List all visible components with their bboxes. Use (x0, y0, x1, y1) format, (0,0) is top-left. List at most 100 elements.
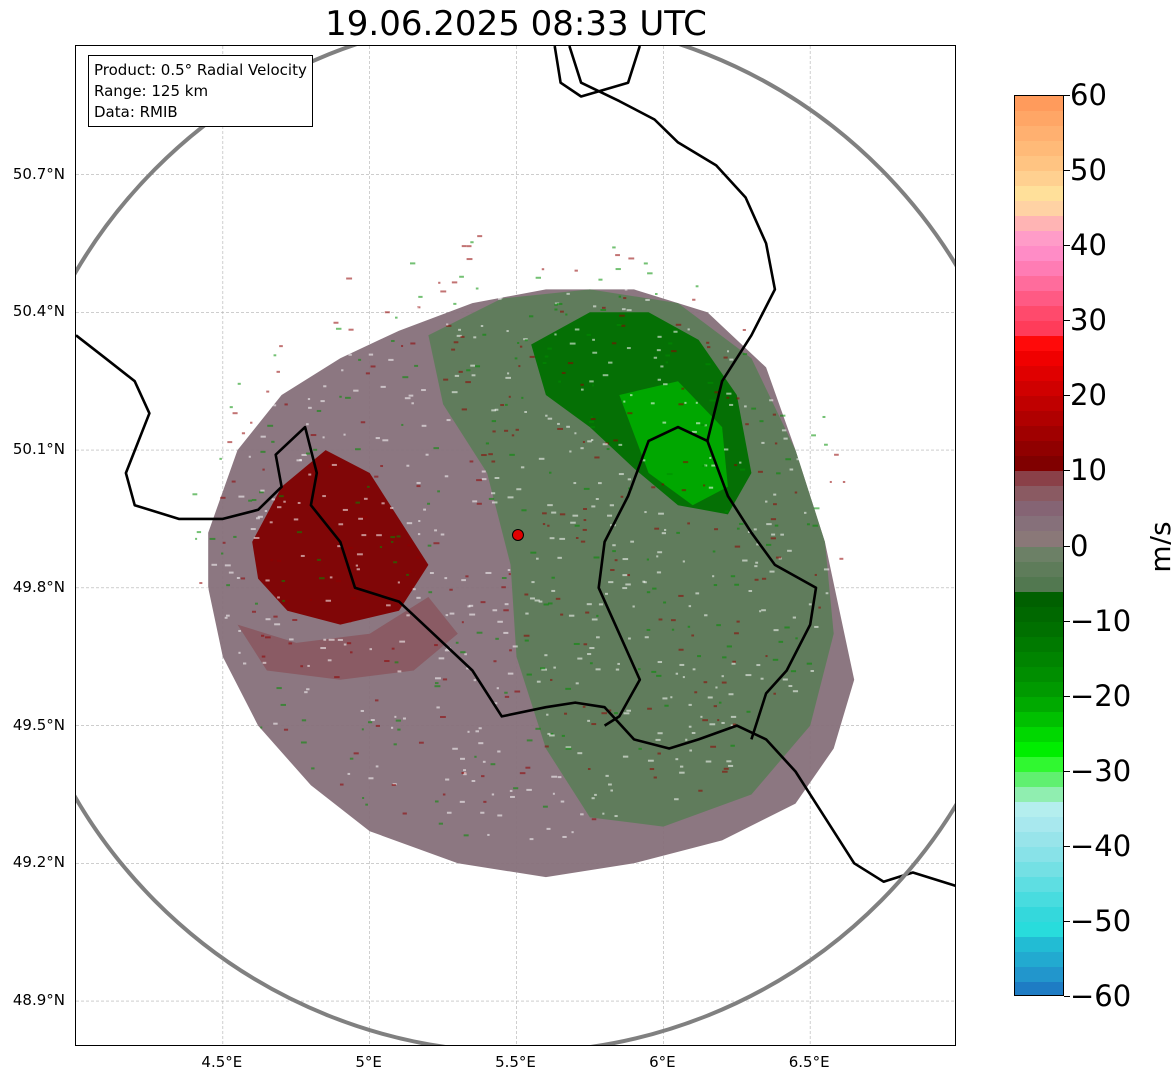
echo-speckle (626, 709, 632, 712)
echo-speckle (541, 668, 547, 671)
echo-speckle (726, 645, 732, 648)
echo-speckle (475, 730, 480, 733)
echo-speckle (552, 792, 555, 795)
echo-speckle (734, 632, 739, 635)
echo-speckle (236, 576, 240, 579)
echo-speckle (509, 453, 515, 456)
radar-map-panel[interactable] (75, 45, 956, 1046)
echo-speckle (617, 662, 620, 665)
echo-speckle (308, 473, 312, 476)
echo-speckle (789, 409, 793, 412)
echo-speckle (754, 578, 759, 581)
echo-speckle (498, 296, 503, 299)
colorbar-band (1015, 786, 1063, 803)
echo-speckle (553, 666, 556, 669)
echo-speckle (224, 564, 231, 567)
echo-speckle (487, 833, 490, 836)
echo-speckle (681, 489, 687, 492)
echo-speckle (346, 277, 353, 280)
echo-speckle (650, 402, 655, 405)
colorbar-band (1015, 456, 1063, 472)
echo-speckle (407, 251, 411, 254)
echo-speckle (334, 676, 340, 679)
echo-speckle (547, 246, 551, 249)
colorbar-band (1015, 966, 1063, 983)
echo-speckle (704, 464, 708, 467)
echo-speckle (307, 664, 310, 667)
echo-speckle (560, 310, 564, 313)
echo-speckle (639, 270, 642, 273)
echo-speckle (455, 641, 459, 644)
echo-speckle (811, 434, 816, 437)
echo-speckle (518, 365, 521, 368)
echo-speckle (467, 730, 470, 733)
echo-speckle (569, 450, 572, 453)
echo-speckle (772, 658, 779, 661)
echo-speckle (514, 690, 521, 693)
echo-speckle (656, 555, 659, 558)
radar-map[interactable] (76, 46, 956, 1046)
echo-speckle (270, 559, 273, 562)
echo-speckle (524, 339, 528, 342)
echo-speckle (722, 770, 728, 773)
echo-speckle (221, 552, 224, 555)
echo-speckle (688, 725, 692, 728)
echo-speckle (556, 302, 563, 305)
echo-speckle (356, 568, 360, 571)
echo-speckle (469, 613, 476, 616)
echo-speckle (551, 589, 556, 592)
echo-speckle (497, 297, 502, 300)
echo-speckle (670, 619, 676, 622)
echo-speckle (716, 624, 721, 627)
echo-speckle (761, 441, 765, 444)
echo-speckle (695, 592, 700, 595)
echo-speckle (656, 674, 662, 677)
echo-speckle (433, 542, 440, 545)
echo-speckle (365, 803, 368, 806)
radar-echo-field (186, 235, 855, 878)
echo-speckle (417, 306, 421, 309)
echo-speckle (481, 478, 487, 481)
echo-speckle (774, 524, 779, 527)
echo-speckle (516, 488, 522, 491)
echo-speckle (257, 515, 263, 518)
echo-speckle (765, 543, 772, 546)
echo-speckle (524, 639, 529, 642)
echo-speckle (806, 523, 810, 526)
colorbar-tick-mark (1064, 920, 1070, 922)
echo-speckle (729, 403, 734, 406)
colorbar-band (1015, 606, 1063, 623)
echo-speckle (687, 522, 690, 525)
echo-speckle (397, 728, 401, 731)
echo-speckle (694, 302, 699, 305)
echo-speckle (427, 502, 431, 505)
outbound-red-region (252, 450, 429, 625)
echo-speckle (591, 618, 598, 621)
echo-speckle (428, 591, 433, 594)
echo-speckle (632, 605, 635, 608)
echo-speckle (507, 569, 511, 572)
lon-tick-label: 4.5°E (201, 1053, 243, 1071)
echo-speckle (542, 805, 548, 808)
echo-speckle (565, 746, 572, 749)
echo-speckle (746, 710, 751, 713)
echo-speckle (353, 389, 359, 392)
echo-speckle (717, 719, 720, 722)
echo-speckle (616, 323, 622, 326)
echo-speckle (554, 308, 558, 311)
echo-speckle (369, 648, 372, 651)
colorbar-tick-label: −50 (1070, 903, 1132, 938)
echo-speckle (769, 570, 775, 573)
echo-speckle (460, 757, 465, 760)
echo-speckle (794, 491, 798, 494)
echo-speckle (583, 643, 588, 646)
echo-speckle (571, 831, 574, 834)
echo-speckle (585, 611, 590, 614)
echo-speckle (591, 438, 594, 441)
echo-speckle (736, 397, 740, 400)
echo-speckle (285, 599, 290, 602)
echo-speckle (542, 512, 547, 515)
echo-speckle (662, 421, 667, 424)
echo-speckle (526, 739, 533, 742)
echo-speckle (688, 703, 692, 706)
